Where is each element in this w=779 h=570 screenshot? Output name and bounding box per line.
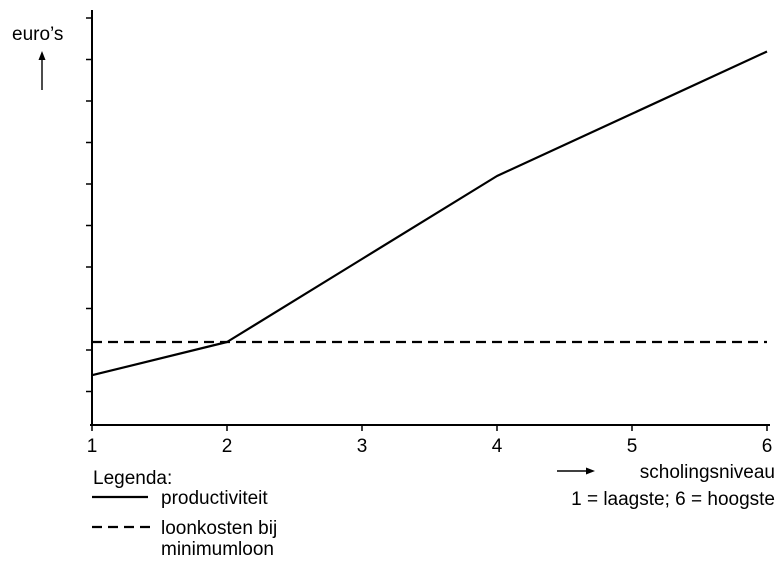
y-axis-arrow — [38, 51, 46, 90]
legend-label-loonkosten-line2: minimumloon — [161, 539, 274, 560]
x-tick-label: 5 — [627, 436, 638, 457]
axes — [90, 10, 770, 426]
series-group — [91, 50, 768, 377]
y-axis-label: euro’s — [12, 24, 63, 45]
legend-label-loonkosten-line1: loonkosten bij — [161, 518, 277, 539]
x-tick-label: 6 — [762, 436, 773, 457]
x-axis-label: scholingsniveau — [640, 462, 775, 483]
y-ticks — [86, 17, 92, 393]
x-tick-label: 4 — [492, 436, 503, 457]
x-tick-label: 3 — [357, 436, 368, 457]
legend-title: Legenda: — [93, 468, 172, 489]
legend: Legenda: productiviteit loonkosten bij m… — [92, 468, 277, 560]
x-tick-labels: 1 2 3 4 5 6 — [87, 436, 773, 457]
x-tick-label: 2 — [222, 436, 233, 457]
series-line-productiviteit — [91, 50, 768, 377]
x-axis-note: 1 = laagste; 6 = hoogste — [571, 489, 775, 510]
x-tick-label: 1 — [87, 436, 98, 457]
x-axis-arrow — [557, 467, 595, 475]
legend-label-productiviteit: productiviteit — [161, 488, 268, 509]
x-ticks — [91, 425, 768, 431]
